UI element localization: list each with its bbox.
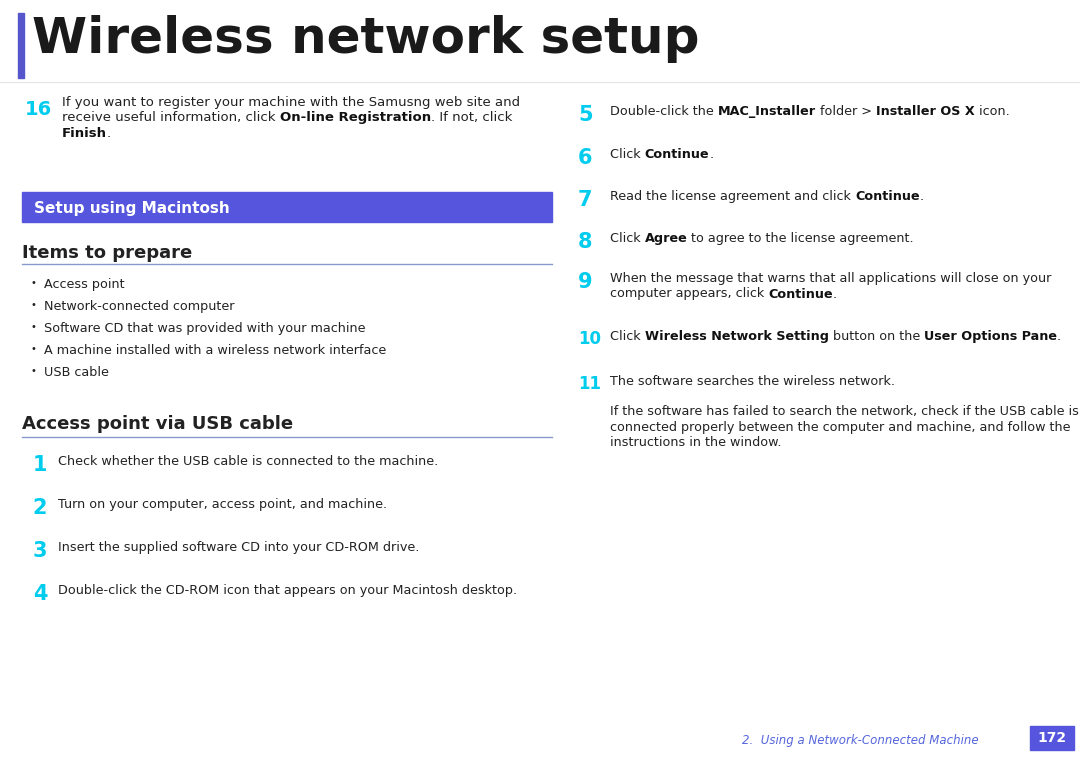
Text: USB cable: USB cable: [44, 366, 109, 379]
Text: Double-click the: Double-click the: [610, 105, 718, 118]
Text: Setup using Macintosh: Setup using Macintosh: [33, 201, 230, 215]
Text: On-line Registration: On-line Registration: [280, 111, 431, 124]
Text: 4: 4: [32, 584, 48, 604]
Text: connected properly between the computer and machine, and follow the: connected properly between the computer …: [610, 420, 1070, 433]
Text: Items to prepare: Items to prepare: [22, 244, 192, 262]
Text: •: •: [30, 300, 36, 310]
Text: 8: 8: [578, 232, 593, 252]
Text: •: •: [30, 366, 36, 376]
Text: .: .: [107, 127, 111, 140]
Bar: [1030, 726, 1074, 750]
Text: Access point via USB cable: Access point via USB cable: [22, 415, 293, 433]
Text: .: .: [710, 148, 714, 161]
Text: MAC_Installer: MAC_Installer: [718, 105, 815, 118]
Text: The software searches the wireless network.: The software searches the wireless netwo…: [610, 375, 895, 388]
Text: Agree: Agree: [645, 232, 687, 245]
Text: If the software has failed to search the network, check if the USB cable is: If the software has failed to search the…: [610, 405, 1079, 418]
Text: Continue: Continue: [768, 288, 833, 301]
Text: Turn on your computer, access point, and machine.: Turn on your computer, access point, and…: [58, 498, 387, 511]
Text: Click: Click: [610, 330, 645, 343]
Bar: [18, 13, 24, 78]
Text: Continue: Continue: [855, 190, 919, 203]
Text: .: .: [1057, 330, 1061, 343]
Text: Software CD that was provided with your machine: Software CD that was provided with your …: [44, 322, 365, 335]
Text: A machine installed with a wireless network interface: A machine installed with a wireless netw…: [44, 344, 387, 357]
Text: to agree to the license agreement.: to agree to the license agreement.: [687, 232, 914, 245]
Text: folder >: folder >: [815, 105, 876, 118]
Text: Click: Click: [610, 148, 645, 161]
Text: 1: 1: [32, 455, 48, 475]
Text: Installer OS X: Installer OS X: [876, 105, 974, 118]
Text: If you want to register your machine with the Samusng web site and: If you want to register your machine wit…: [62, 96, 521, 109]
Text: Finish: Finish: [62, 127, 107, 140]
Text: . If not, click: . If not, click: [431, 111, 512, 124]
Text: User Options Pane: User Options Pane: [923, 330, 1057, 343]
Text: •: •: [30, 344, 36, 354]
Text: 172: 172: [1038, 731, 1067, 745]
Text: •: •: [30, 278, 36, 288]
Text: 3: 3: [32, 541, 48, 561]
Text: Double-click the CD-ROM icon that appears on your Macintosh desktop.: Double-click the CD-ROM icon that appear…: [58, 584, 517, 597]
Text: •: •: [30, 322, 36, 332]
Text: When the message that warns that all applications will close on your: When the message that warns that all app…: [610, 272, 1051, 285]
Text: .: .: [919, 190, 923, 203]
Text: Check whether the USB cable is connected to the machine.: Check whether the USB cable is connected…: [58, 455, 438, 468]
Text: receive useful information, click: receive useful information, click: [62, 111, 280, 124]
Text: instructions in the window.: instructions in the window.: [610, 436, 782, 449]
Text: Continue: Continue: [645, 148, 710, 161]
Text: 2.  Using a Network-Connected Machine: 2. Using a Network-Connected Machine: [742, 734, 978, 747]
Text: Insert the supplied software CD into your CD-ROM drive.: Insert the supplied software CD into you…: [58, 541, 419, 554]
Text: Wireless network setup: Wireless network setup: [32, 15, 700, 63]
Text: 7: 7: [578, 190, 593, 210]
Text: .: .: [833, 288, 837, 301]
Text: 9: 9: [578, 272, 593, 292]
Text: 2: 2: [32, 498, 48, 518]
Text: button on the: button on the: [828, 330, 923, 343]
Text: Wireless Network Setting: Wireless Network Setting: [645, 330, 828, 343]
Text: Access point: Access point: [44, 278, 124, 291]
Text: 5: 5: [578, 105, 593, 125]
Text: 16: 16: [25, 100, 52, 119]
Text: 11: 11: [578, 375, 600, 393]
Text: 10: 10: [578, 330, 600, 348]
Text: Read the license agreement and click: Read the license agreement and click: [610, 190, 855, 203]
Text: Network-connected computer: Network-connected computer: [44, 300, 234, 313]
Bar: [22, 192, 552, 222]
Text: 6: 6: [578, 148, 593, 168]
Text: icon.: icon.: [974, 105, 1010, 118]
Text: computer appears, click: computer appears, click: [610, 288, 768, 301]
Text: Click: Click: [610, 232, 645, 245]
